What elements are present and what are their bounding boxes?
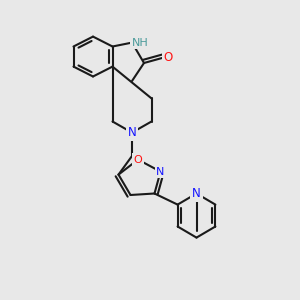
Text: N: N (192, 187, 201, 200)
Text: N: N (156, 167, 165, 177)
Text: NH: NH (132, 38, 149, 48)
Text: O: O (164, 51, 173, 64)
Text: O: O (134, 154, 142, 165)
Text: N: N (128, 126, 136, 139)
